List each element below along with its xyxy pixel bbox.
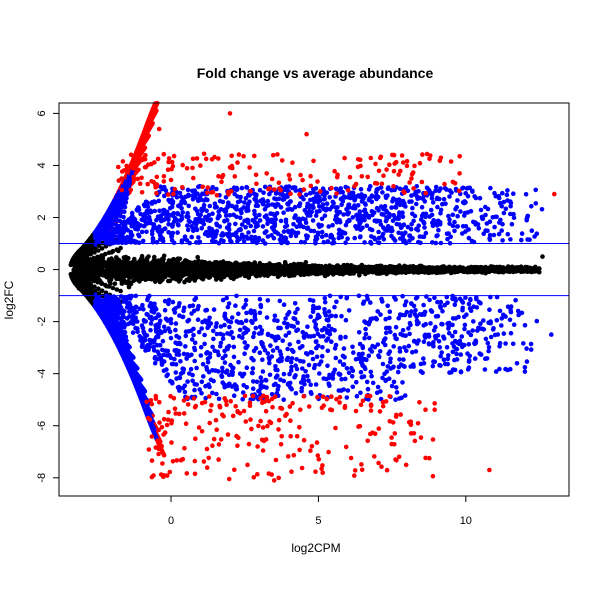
data-point: [124, 196, 129, 201]
data-point: [124, 269, 130, 275]
data-point: [291, 261, 297, 267]
data-point: [80, 281, 86, 287]
data-point: [79, 277, 84, 283]
data-point: [238, 272, 243, 278]
data-point: [114, 256, 120, 261]
data-point: [158, 278, 164, 284]
data-point: [123, 200, 129, 205]
data-point: [106, 264, 112, 270]
data-point: [161, 453, 167, 458]
data-point: [118, 288, 123, 294]
data-point: [175, 274, 180, 280]
data-point: [250, 271, 255, 276]
data-point: [95, 275, 100, 281]
data-point: [169, 269, 175, 275]
data-point: [126, 279, 131, 284]
data-point: [92, 250, 97, 255]
data-point: [220, 270, 226, 275]
data-point: [109, 250, 115, 255]
data-point: [76, 286, 82, 291]
data-point: [151, 257, 157, 263]
data-point: [234, 267, 239, 273]
data-points: [68, 100, 557, 483]
data-point: [75, 275, 80, 281]
data-point: [276, 273, 282, 278]
data-point: [123, 334, 129, 339]
data-point: [160, 262, 165, 268]
data-point: [136, 262, 142, 267]
data-point: [133, 268, 138, 274]
data-point: [81, 252, 87, 258]
data-point: [283, 261, 288, 267]
data-point: [357, 273, 362, 278]
chart-title: Fold change vs average abundance: [197, 65, 434, 81]
data-point: [122, 209, 127, 214]
data-point: [176, 279, 182, 284]
data-point: [275, 262, 281, 267]
data-point: [310, 263, 315, 268]
data-point: [122, 278, 127, 284]
data-point: [126, 275, 132, 280]
data-point: [343, 265, 349, 270]
data-point: [195, 254, 200, 260]
data-point: [175, 256, 181, 262]
data-point: [121, 214, 126, 220]
data-point: [124, 342, 130, 348]
data-point: [82, 258, 87, 264]
data-point: [124, 338, 129, 344]
data-point: [76, 265, 82, 271]
data-point: [122, 329, 128, 335]
data-point: [95, 268, 101, 274]
data-point: [242, 267, 247, 272]
data-point: [104, 283, 109, 289]
data-point: [88, 252, 93, 257]
data-point: [72, 265, 78, 271]
data-point: [139, 253, 145, 259]
data-point: [154, 268, 159, 273]
data-point: [112, 281, 118, 287]
data-point: [92, 284, 97, 290]
data-point: [122, 204, 128, 210]
data-point: [114, 276, 119, 282]
data-point: [74, 270, 80, 276]
data-point: [119, 271, 124, 276]
data-point: [74, 255, 79, 261]
